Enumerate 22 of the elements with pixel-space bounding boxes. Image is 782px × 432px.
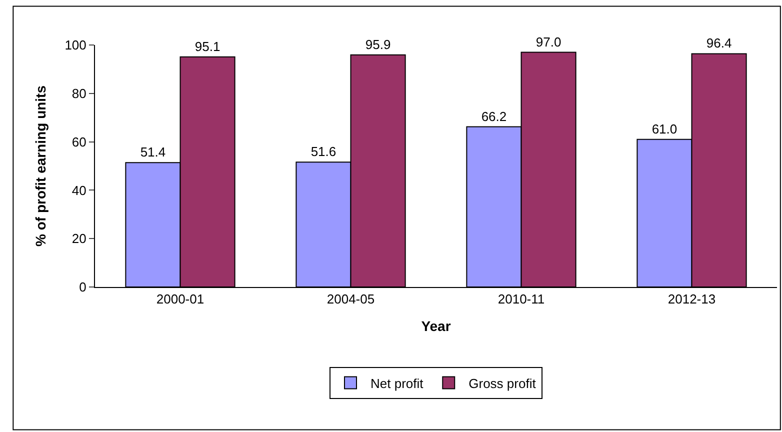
data-label: 97.0 bbox=[536, 34, 562, 50]
y-tick-label: 80 bbox=[72, 86, 86, 101]
y-tick-label: 100 bbox=[64, 38, 86, 53]
x-axis-title: Year bbox=[421, 318, 452, 334]
x-tick-label: 2004-05 bbox=[326, 292, 375, 307]
y-tick-label: 60 bbox=[72, 134, 86, 150]
data-label: 95.1 bbox=[194, 38, 220, 54]
x-tick-label: 2000-01 bbox=[156, 292, 204, 307]
data-label: 66.2 bbox=[481, 108, 507, 124]
data-label: 61.0 bbox=[652, 121, 678, 136]
y-tick-label: 20 bbox=[72, 231, 86, 246]
data-label: 51.4 bbox=[140, 144, 166, 160]
y-axis-title: % of profit earning units bbox=[32, 85, 48, 246]
x-tick-label: 2012-13 bbox=[668, 292, 716, 307]
y-tick-label: 40 bbox=[72, 182, 86, 198]
legend-label: Gross profit bbox=[468, 376, 536, 391]
data-label: 95.9 bbox=[365, 36, 391, 52]
data-label: 96.4 bbox=[706, 36, 732, 51]
legend-label: Net profit bbox=[370, 376, 424, 391]
x-tick-label: 2010-11 bbox=[498, 292, 545, 307]
y-tick-label: 0 bbox=[79, 280, 86, 295]
data-label: 51.6 bbox=[310, 144, 336, 160]
